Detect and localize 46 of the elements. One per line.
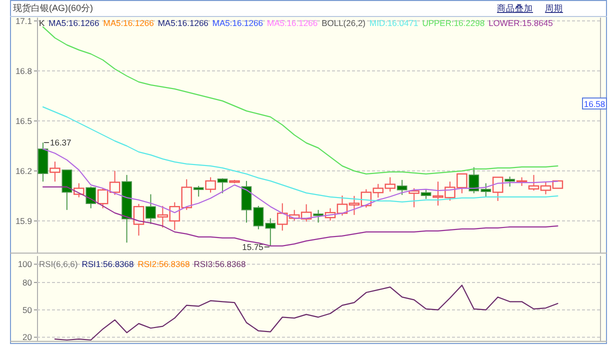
candlestick	[504, 176, 516, 188]
candlestick	[193, 185, 204, 198]
annotation: RSI1:56.8368	[82, 259, 134, 269]
text: 商品叠加	[497, 3, 533, 13]
text: MID:16.0471	[370, 18, 418, 28]
candlestick	[205, 176, 216, 194]
annotation: MA5:16.1266	[266, 18, 318, 28]
candlestick	[50, 161, 60, 182]
y-tick-label: 100	[18, 259, 32, 270]
text: LOWER:15.8645	[488, 18, 554, 28]
annotation: BOLL(26,2)	[322, 18, 366, 28]
text: 16.58	[584, 99, 606, 109]
candlestick	[420, 188, 432, 200]
candlestick	[313, 209, 324, 224]
text: RSI3:56.8368	[194, 259, 246, 269]
text: 周期	[545, 3, 563, 13]
chart-title: 现货白银(AG)(60分)	[13, 3, 94, 13]
annotation: MA5:16.1266	[103, 18, 154, 28]
candlestick	[492, 176, 504, 202]
candlestick	[408, 188, 420, 208]
y-tick-label: 17.1	[15, 16, 32, 26]
annotation: MA5:16.1266	[212, 18, 264, 28]
annotation: 16.37	[50, 138, 72, 148]
candlestick	[241, 180, 252, 224]
line-series	[42, 26, 558, 174]
y-tick-label: 20	[22, 332, 32, 342]
candlestick	[62, 169, 72, 210]
y-tick-label: 15.9	[15, 216, 32, 226]
y-tick-label: 16.5	[15, 116, 32, 126]
text: UPPER:16.2298	[422, 18, 485, 28]
annotation: 15.75	[242, 242, 264, 252]
y-tick-label: 80	[22, 277, 32, 288]
line-series	[54, 284, 558, 341]
candlestick	[133, 203, 144, 236]
annotation: K	[39, 18, 45, 28]
annotation: RSI2:56.8368	[138, 259, 190, 269]
y-tick-label: 16.8	[15, 66, 32, 76]
annotation: RSI(6,6,6)	[39, 259, 78, 269]
candlestick	[86, 186, 96, 209]
candlestick	[217, 178, 228, 194]
y-tick-label: 16.2	[15, 166, 32, 176]
candlestick	[396, 179, 408, 196]
annotation: MA5:16.1266	[158, 18, 209, 28]
annotation: MA5:16.1266	[48, 18, 100, 28]
candlestick	[146, 194, 156, 224]
y-tick-label: 50	[22, 304, 32, 315]
